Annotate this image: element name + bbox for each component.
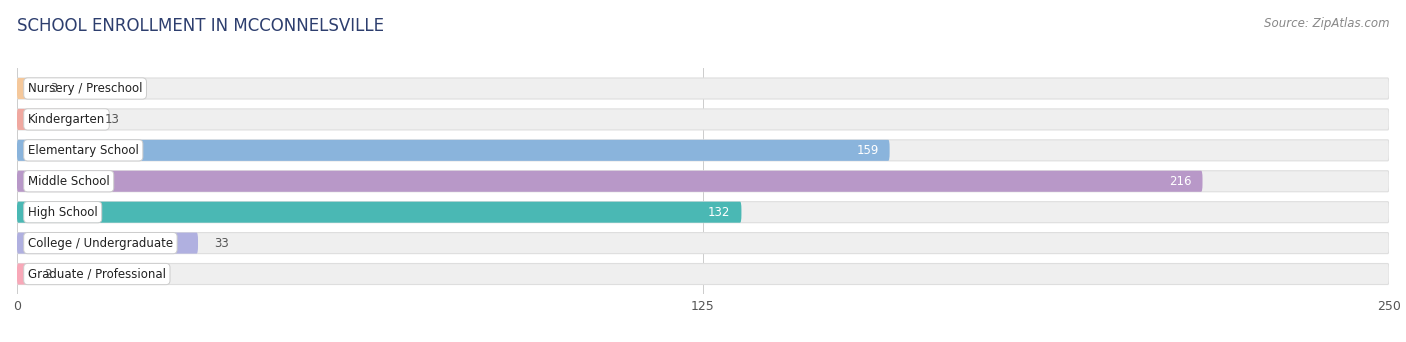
Text: Elementary School: Elementary School [28, 144, 139, 157]
Text: Nursery / Preschool: Nursery / Preschool [28, 82, 142, 95]
Text: 2: 2 [45, 267, 52, 280]
Text: High School: High School [28, 206, 97, 219]
Text: 159: 159 [856, 144, 879, 157]
FancyBboxPatch shape [17, 171, 1202, 192]
FancyBboxPatch shape [17, 78, 1389, 99]
Text: 13: 13 [104, 113, 120, 126]
FancyBboxPatch shape [17, 78, 34, 99]
FancyBboxPatch shape [17, 140, 890, 161]
FancyBboxPatch shape [17, 263, 28, 285]
FancyBboxPatch shape [17, 233, 1389, 254]
Text: 132: 132 [709, 206, 731, 219]
FancyBboxPatch shape [17, 202, 1389, 223]
FancyBboxPatch shape [17, 109, 89, 130]
FancyBboxPatch shape [17, 109, 1389, 130]
FancyBboxPatch shape [17, 171, 1389, 192]
Text: SCHOOL ENROLLMENT IN MCCONNELSVILLE: SCHOOL ENROLLMENT IN MCCONNELSVILLE [17, 17, 384, 35]
Text: Kindergarten: Kindergarten [28, 113, 105, 126]
FancyBboxPatch shape [17, 140, 1389, 161]
FancyBboxPatch shape [17, 233, 198, 254]
Text: Middle School: Middle School [28, 175, 110, 188]
Text: Source: ZipAtlas.com: Source: ZipAtlas.com [1264, 17, 1389, 30]
Text: Graduate / Professional: Graduate / Professional [28, 267, 166, 280]
FancyBboxPatch shape [17, 263, 1389, 285]
Text: College / Undergraduate: College / Undergraduate [28, 237, 173, 250]
Text: 3: 3 [49, 82, 58, 95]
FancyBboxPatch shape [17, 202, 741, 223]
Text: 33: 33 [215, 237, 229, 250]
Text: 216: 216 [1168, 175, 1191, 188]
